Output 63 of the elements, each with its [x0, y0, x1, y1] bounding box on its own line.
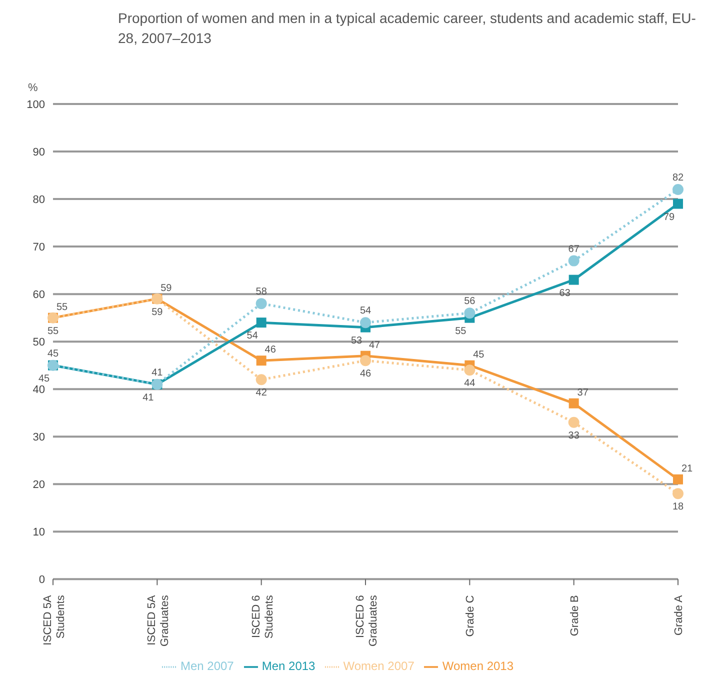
x-tick-label: Grade B: [568, 595, 581, 636]
y-tick-label: 50: [32, 336, 45, 348]
data-label: 44: [464, 378, 476, 390]
data-label: 45: [38, 373, 50, 384]
point: [568, 255, 580, 266]
y-tick-label: 40: [32, 384, 45, 396]
x-tick-label: Grade C: [464, 595, 477, 637]
data-label: 55: [47, 326, 59, 337]
y-tick-label: 0: [38, 574, 45, 586]
data-label: 37: [577, 387, 589, 398]
data-label: 56: [464, 296, 476, 308]
data-label: 45: [47, 348, 59, 360]
x-tick-label: ISCED 6 Graduates: [354, 594, 380, 647]
data-label: 21: [681, 463, 693, 474]
point: [464, 364, 476, 376]
point: [568, 398, 579, 408]
data-label: 46: [264, 344, 276, 356]
data-label: 79: [663, 212, 675, 223]
legend-label: Men 2007: [180, 659, 234, 674]
point: [360, 355, 371, 366]
data-label: 46: [360, 368, 372, 380]
point: [256, 318, 266, 328]
point: [672, 488, 684, 500]
data-label: 18: [672, 502, 684, 513]
point: [464, 308, 476, 319]
x-tick-label: ISCED 6 Students: [250, 594, 276, 639]
x-tick-label: ISCED 5A Students: [42, 594, 67, 646]
data-label: 59: [160, 282, 172, 294]
y-tick-label: 100: [26, 98, 45, 111]
point: [673, 474, 683, 484]
data-label: 54: [246, 330, 258, 342]
y-axis-title: %: [28, 82, 39, 94]
data-label: 82: [672, 172, 684, 184]
point: [673, 198, 683, 209]
data-label: 42: [256, 388, 268, 399]
y-tick-label: 20: [32, 479, 45, 492]
data-label: 59: [152, 306, 164, 318]
data-label: 41: [152, 367, 164, 378]
data-label: 45: [473, 349, 485, 360]
point: [672, 184, 684, 196]
point: [256, 356, 266, 366]
y-tick-label: 80: [32, 194, 45, 206]
data-label: 55: [455, 326, 467, 337]
point: [360, 317, 371, 328]
y-tick-label: 60: [32, 288, 45, 301]
data-label: 55: [56, 302, 68, 313]
x-tick-label: Grade A: [673, 594, 685, 636]
x-tick-label: ISCED 5A Graduates: [146, 594, 172, 647]
legend-label: Women 2013: [442, 659, 514, 674]
point: [256, 298, 267, 310]
y-tick-label: 90: [32, 146, 45, 158]
data-label: 54: [360, 306, 372, 317]
data-label: 41: [142, 392, 154, 404]
y-tick-label: 10: [32, 526, 45, 539]
point: [568, 416, 580, 428]
legend-label: Women 2007: [343, 659, 414, 674]
y-tick-label: 70: [32, 241, 45, 254]
chart-title: Proportion of women and men in a typical academic career, students and academic staff, EU-28, 2007–2013: [118, 9, 697, 48]
point: [256, 374, 267, 386]
point: [568, 274, 579, 285]
legend-label: Men 2013: [262, 659, 316, 674]
y-tick-label: 30: [32, 432, 45, 444]
data-label: 47: [368, 340, 380, 351]
